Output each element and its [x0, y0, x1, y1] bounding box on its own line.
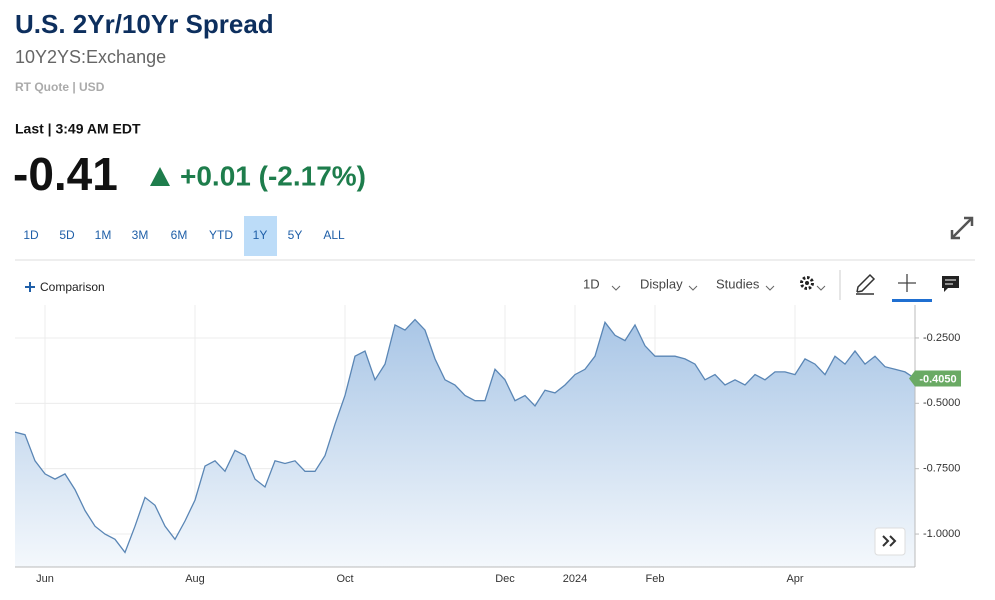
- x-tick-label: Oct: [336, 573, 353, 585]
- range-buttons: 1D 5D 1M 3M 6M YTD 1Y 5Y ALL: [23, 216, 345, 256]
- range-button[interactable]: 6M: [171, 228, 188, 242]
- change: +0.01 (-2.17%): [180, 160, 366, 191]
- x-tick-label: Apr: [786, 573, 803, 585]
- up-arrow: [150, 167, 170, 186]
- x-tick-label: Aug: [185, 573, 205, 585]
- range-button[interactable]: 5Y: [288, 228, 303, 242]
- chart: Jun Aug Oct Dec 2024 Feb Apr -0.2500 -0.5000 -0.7…: [14, 305, 961, 585]
- last-value-badge: [909, 370, 961, 387]
- range-active-bg: [244, 216, 277, 256]
- x-tick-label: Feb: [646, 573, 665, 585]
- x-tick-label: Dec: [495, 573, 515, 585]
- comparison-label[interactable]: Comparison: [40, 280, 105, 294]
- y-tick-label: -1.0000: [923, 528, 960, 540]
- range-button[interactable]: 1Y: [253, 228, 268, 242]
- symbol: 10Y2YS:Exchange: [15, 47, 166, 67]
- title: U.S. 2Yr/10Yr Spread: [15, 9, 274, 39]
- range-button[interactable]: 5D: [59, 228, 75, 242]
- range-button[interactable]: 3M: [132, 228, 149, 242]
- settings-icon[interactable]: [800, 276, 814, 290]
- range-button[interactable]: YTD: [209, 228, 233, 242]
- last-time: Last | 3:49 AM EDT: [15, 121, 141, 137]
- chevrons: [611, 285, 826, 291]
- price-line: [14, 318, 916, 554]
- comparison-button[interactable]: Comparison: [25, 280, 105, 294]
- x-tick-label: Jun: [36, 573, 54, 585]
- draw-icon[interactable]: [856, 273, 876, 295]
- price: -0.41: [13, 148, 118, 200]
- quote-info: RT Quote | USD: [15, 80, 105, 94]
- active-tool-underline: [892, 299, 932, 302]
- area-fill: [15, 319, 915, 567]
- scroll-button[interactable]: [874, 527, 906, 556]
- y-tick-label: -0.7500: [923, 463, 960, 475]
- crosshair-icon[interactable]: [898, 274, 916, 292]
- x-tick-label: 2024: [563, 573, 587, 585]
- studies-label[interactable]: Studies: [716, 276, 760, 291]
- comment-icon[interactable]: [942, 276, 959, 292]
- y-tick-label: -0.5000: [923, 397, 960, 409]
- range-button[interactable]: 1M: [95, 228, 112, 242]
- range-button[interactable]: ALL: [323, 228, 345, 242]
- display-label[interactable]: Display: [640, 276, 683, 291]
- expand-icon[interactable]: [950, 216, 974, 240]
- range-button[interactable]: 1D: [23, 228, 39, 242]
- y-tick-label: -0.2500: [923, 332, 960, 344]
- last-value-label: -0.4050: [919, 373, 956, 385]
- interval-label[interactable]: 1D: [583, 276, 600, 291]
